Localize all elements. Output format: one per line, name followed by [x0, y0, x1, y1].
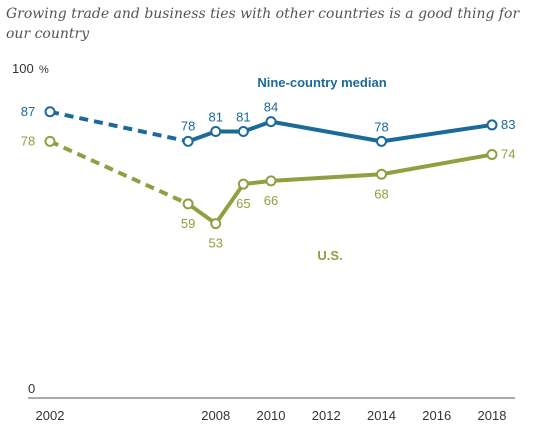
series-1-point-4 — [265, 175, 277, 187]
x-tick-label-2014: 2014 — [367, 408, 396, 423]
series-0-data-label-6: 83 — [501, 117, 515, 132]
series-1-segment-4 — [269, 172, 384, 183]
x-tick-label-2008: 2008 — [201, 408, 230, 423]
series-1-point-3 — [237, 178, 249, 190]
series-0-data-label-3: 81 — [236, 110, 250, 125]
series-1-point-5 — [376, 168, 387, 180]
series-0-data-label-0: 87 — [21, 104, 35, 119]
series-1-data-label-4: 66 — [264, 193, 278, 208]
series-0-data-label-5: 78 — [374, 119, 388, 134]
y-tick-label-0: 0 — [28, 381, 35, 396]
series-0-segment-5 — [379, 122, 494, 144]
series-0-data-label-2: 81 — [209, 110, 223, 125]
series-0-point-0 — [44, 106, 56, 118]
series-1-data-label-5: 68 — [374, 186, 388, 201]
series-0-segment-4 — [269, 119, 384, 144]
series-0-data-label-1: 78 — [181, 118, 195, 133]
series-0-point-4 — [265, 116, 277, 128]
series-1-data-label-6: 74 — [501, 147, 515, 162]
series-0-point-3 — [237, 126, 249, 138]
y-unit-label: % — [39, 64, 49, 76]
series-label-us: U.S. — [317, 248, 342, 263]
series-1-segment-1 — [186, 201, 218, 226]
series-1-point-6 — [486, 149, 498, 161]
series-1-data-label-2: 53 — [209, 236, 223, 251]
series-1-segment-5 — [379, 152, 494, 177]
chart-title: Growing trade and business ties with oth… — [6, 6, 520, 42]
series-label-nine-country-median: Nine-country median — [257, 75, 386, 90]
x-tick-label-2010: 2010 — [257, 408, 286, 423]
x-tick-label-2018: 2018 — [478, 408, 507, 423]
series-1-data-label-0: 78 — [21, 133, 35, 148]
series-1-point-1 — [182, 198, 194, 210]
series-1-segment-0 — [49, 139, 189, 206]
x-tick-label-2002: 2002 — [36, 408, 65, 423]
series-0-data-label-4: 84 — [264, 100, 278, 115]
series-0-point-6 — [486, 119, 498, 131]
series-1-point-0 — [44, 135, 56, 147]
series-1-point-2 — [210, 218, 222, 230]
series-0-point-5 — [376, 135, 387, 147]
series-1-data-label-1: 59 — [181, 216, 195, 231]
x-tick-label-2016: 2016 — [422, 408, 451, 423]
series-0-point-2 — [210, 126, 222, 138]
series-1-segment-2 — [213, 182, 246, 226]
series-0-point-1 — [182, 135, 194, 147]
y-tick-label-100: 100 — [12, 61, 34, 76]
series-1-data-label-3: 65 — [236, 196, 250, 211]
x-tick-label-2012: 2012 — [312, 408, 341, 423]
series-0-segment-0 — [49, 109, 189, 144]
